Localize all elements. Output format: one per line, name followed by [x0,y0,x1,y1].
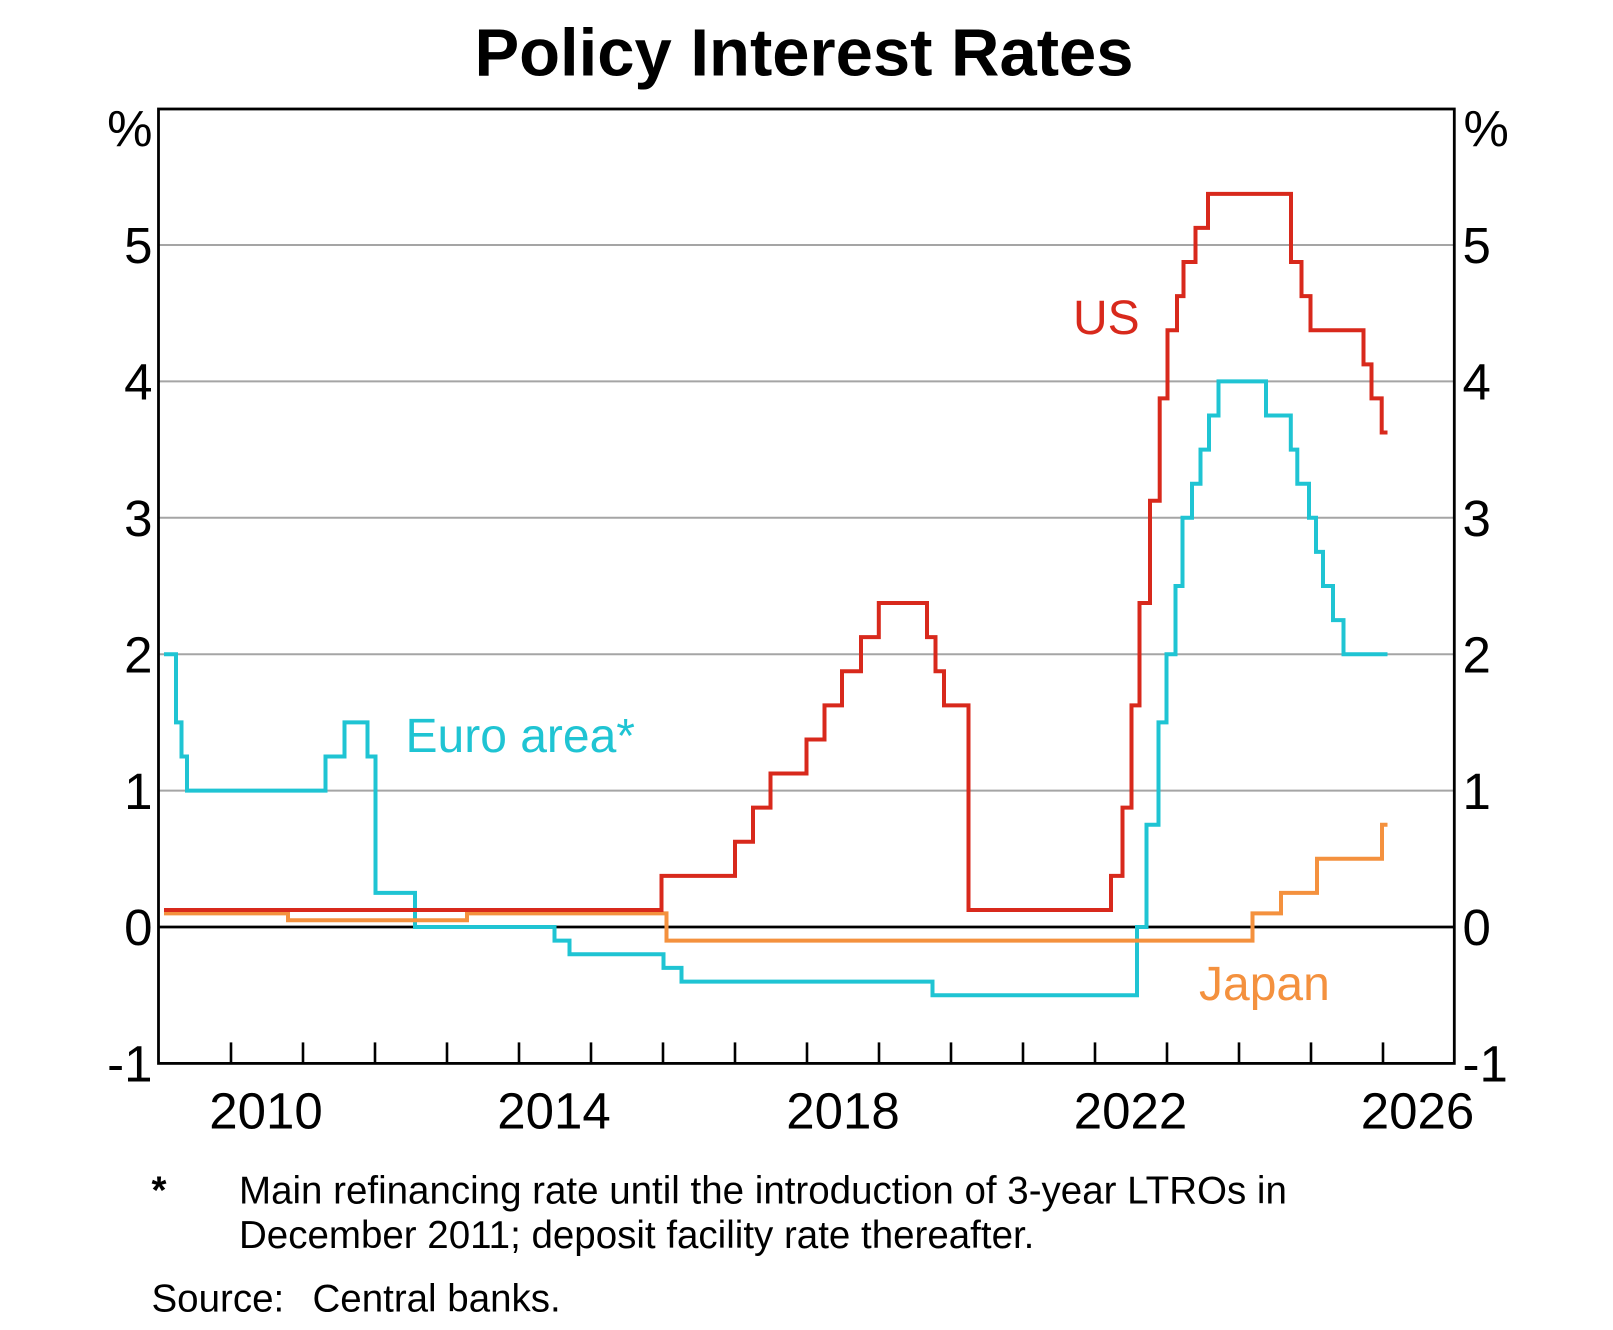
svg-text:Japan: Japan [1199,958,1330,1011]
svg-text:Main refinancing rate until th: Main refinancing rate until the introduc… [239,1169,1287,1212]
svg-text:Euro area*: Euro area* [406,710,635,763]
svg-text:3: 3 [124,490,152,547]
svg-text:1: 1 [124,763,152,820]
svg-text:US: US [1073,292,1140,345]
svg-text:2010: 2010 [209,1083,322,1140]
svg-text:5: 5 [124,217,152,274]
svg-text:December 2011; deposit facilit: December 2011; deposit facility rate the… [239,1214,1034,1257]
svg-text:Policy Interest Rates: Policy Interest Rates [474,15,1133,90]
svg-text:Central banks.: Central banks. [313,1277,561,1320]
svg-text:-1: -1 [1463,1036,1508,1093]
svg-text:2026: 2026 [1361,1083,1474,1140]
svg-text:0: 0 [124,899,152,956]
svg-text:3: 3 [1463,490,1491,547]
svg-text:1: 1 [1463,763,1491,820]
svg-text:2: 2 [124,626,152,683]
svg-text:*: * [152,1169,167,1212]
svg-text:2018: 2018 [786,1083,899,1140]
svg-text:%: % [1464,100,1509,157]
svg-text:5: 5 [1463,217,1491,274]
svg-text:2022: 2022 [1074,1083,1187,1140]
svg-text:Source:: Source: [152,1277,285,1320]
svg-text:4: 4 [124,354,152,411]
svg-text:%: % [107,100,152,157]
svg-text:2: 2 [1463,626,1491,683]
svg-text:-1: -1 [107,1036,152,1093]
svg-text:0: 0 [1463,899,1491,956]
svg-text:2014: 2014 [497,1083,610,1140]
svg-text:4: 4 [1463,354,1491,411]
